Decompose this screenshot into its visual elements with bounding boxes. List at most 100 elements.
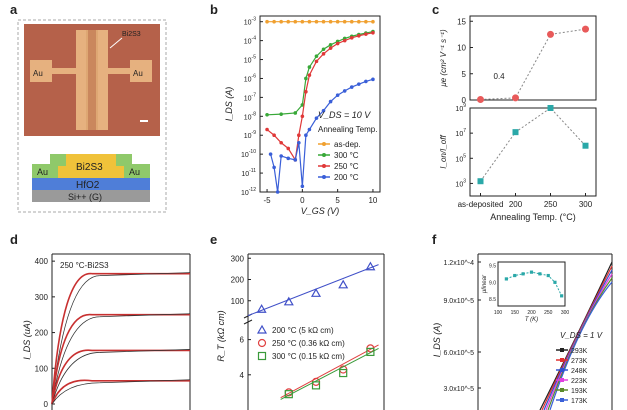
au-left-label: Au bbox=[33, 69, 43, 78]
b-point bbox=[314, 54, 319, 59]
bi2s3-label: Bi2S3 bbox=[122, 31, 141, 38]
e-ytick-label: 6 bbox=[240, 336, 245, 345]
e-legend-label: 200 °C (5 kΩ cm) bbox=[272, 326, 334, 335]
panel-b-axes bbox=[259, 15, 381, 193]
e-fit-line bbox=[280, 347, 379, 400]
f-legend-label: 193K bbox=[571, 388, 588, 395]
c-bot-ylabel: I_on/I_off bbox=[439, 135, 448, 169]
d-output-curve bbox=[51, 379, 190, 405]
b-legend-dot bbox=[322, 175, 326, 179]
b-ytick-label: 10-11 bbox=[241, 168, 256, 178]
e-axis-break-2 bbox=[243, 319, 253, 325]
b-ytick-label: 10-4 bbox=[244, 36, 256, 46]
b-point bbox=[307, 73, 312, 77]
b-legend-label: 200 °C bbox=[334, 173, 359, 182]
au-pad-right bbox=[130, 60, 152, 82]
stack-au-right: Au bbox=[129, 167, 140, 177]
b-point bbox=[314, 59, 319, 64]
b-point bbox=[272, 165, 276, 170]
e-legend-marker bbox=[257, 351, 267, 361]
au-contact-right bbox=[124, 164, 150, 178]
b-point bbox=[286, 156, 291, 161]
panel-label-d: d bbox=[10, 232, 18, 247]
b-point bbox=[300, 19, 305, 24]
stack-bi2s3: Bi2S3 bbox=[76, 162, 103, 173]
c-note: 0.4 bbox=[494, 72, 506, 81]
b-point bbox=[297, 140, 301, 145]
hfo2-layer bbox=[32, 178, 150, 190]
d-output-curve-2 bbox=[51, 349, 191, 405]
e-point-200 bbox=[310, 288, 322, 297]
scale-bar bbox=[140, 120, 148, 122]
b-point bbox=[297, 133, 301, 138]
f-legend-label: 173K bbox=[571, 398, 588, 405]
d-ytick-label: 300 bbox=[35, 293, 49, 302]
b-point bbox=[342, 19, 347, 24]
d-output-curve-2 bbox=[51, 272, 191, 405]
b-point bbox=[328, 46, 333, 50]
b-point bbox=[304, 133, 308, 138]
b-ytick-label: 10-6 bbox=[244, 73, 256, 83]
b-point bbox=[286, 146, 291, 151]
b-point bbox=[300, 114, 305, 119]
b-point bbox=[321, 52, 326, 56]
c-top-ytick-label: 15 bbox=[457, 17, 466, 26]
b-vds-annotation: V_DS = 10 V bbox=[318, 110, 371, 120]
b-point bbox=[364, 79, 368, 84]
b-series-line bbox=[267, 31, 374, 116]
e-point bbox=[311, 381, 321, 390]
b-legend-label: 300 °C bbox=[334, 151, 359, 160]
d-output-curve bbox=[51, 349, 190, 405]
b-point bbox=[307, 65, 312, 69]
b-point bbox=[342, 38, 347, 43]
c-top-axes bbox=[469, 15, 597, 101]
electrode-1 bbox=[76, 30, 88, 130]
c-xtick-label: 300 bbox=[579, 200, 593, 209]
b-point bbox=[314, 19, 319, 24]
b-point bbox=[371, 77, 375, 82]
b-point bbox=[328, 99, 333, 104]
f-inset-axes bbox=[497, 261, 566, 307]
b-legend-label: 250 °C bbox=[334, 162, 359, 171]
e-legend-label: 250 °C (0.36 kΩ cm) bbox=[272, 339, 345, 348]
c-bot-ytick-label: 105 bbox=[455, 153, 466, 163]
au-overlap-right bbox=[116, 154, 132, 166]
au-overlap-left bbox=[50, 154, 66, 166]
b-ytick-label: 10-7 bbox=[244, 92, 256, 102]
b-ylabel: I_DS (A) bbox=[224, 87, 234, 122]
au-pad-left bbox=[30, 60, 52, 82]
c-top-ytick-label: 5 bbox=[462, 70, 467, 79]
b-point bbox=[286, 19, 291, 24]
panel-label-a: a bbox=[10, 2, 18, 17]
b-point bbox=[364, 32, 368, 36]
e-point bbox=[366, 347, 375, 357]
b-point bbox=[293, 19, 298, 24]
substrate-layer bbox=[32, 190, 150, 202]
c-top-point bbox=[477, 95, 484, 103]
b-point bbox=[307, 127, 312, 132]
f-inset-point bbox=[504, 277, 508, 281]
f-inset-ytick-label: 8.5 bbox=[489, 297, 496, 303]
e-ylabel: R_T (kΩ cm) bbox=[216, 310, 226, 361]
b-point bbox=[265, 19, 269, 24]
e-point-200 bbox=[365, 261, 376, 271]
d-ylabel: I_DS (uA) bbox=[22, 320, 32, 360]
b-point bbox=[321, 108, 326, 113]
b-legend-dot bbox=[322, 142, 326, 146]
f-inset-xtick-label: 250 bbox=[544, 310, 553, 316]
c-xtick-label: as-deposited bbox=[458, 200, 504, 209]
b-point bbox=[321, 19, 326, 24]
b-legend-dot bbox=[322, 164, 326, 168]
b-point bbox=[307, 19, 312, 24]
c-top-ytick-label: 0 bbox=[462, 96, 467, 105]
f-inset-point bbox=[538, 272, 542, 276]
bi2s3-channel bbox=[58, 154, 124, 178]
f-annotation: V_DS = 1 V bbox=[560, 331, 603, 340]
b-point bbox=[335, 93, 340, 98]
e-legend-label: 300 °C (0.15 kΩ cm) bbox=[272, 352, 345, 361]
f-inset-xtick-label: 300 bbox=[561, 310, 570, 316]
b-legend-label: as-dep. bbox=[334, 140, 361, 149]
e-ytick-label: 4 bbox=[240, 371, 245, 380]
f-inset-point bbox=[546, 273, 550, 278]
f-inset-point bbox=[513, 273, 517, 278]
